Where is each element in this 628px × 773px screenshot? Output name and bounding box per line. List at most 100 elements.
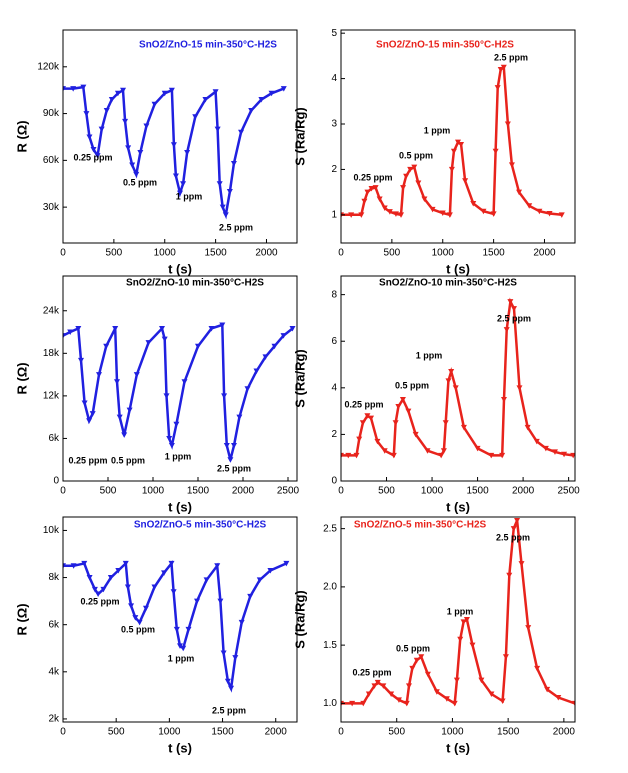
axes-frame <box>62 275 298 482</box>
data-marker <box>438 452 445 459</box>
data-marker <box>89 411 96 417</box>
data-marker <box>262 354 269 360</box>
panel: 0 500 1000 1500 2000 1 2 3 4 5 t (s) S (Ra/Rg) SnO2/… <box>292 28 576 276</box>
x-tick-label: 2000 <box>533 248 556 259</box>
data-marker <box>247 593 254 600</box>
plot-area <box>63 322 296 463</box>
data-marker <box>67 329 74 336</box>
data-marker <box>345 452 352 459</box>
data-marker <box>216 181 223 187</box>
y-tick-label: 1.0 <box>323 698 337 709</box>
annotation: 1 ppm <box>165 451 192 461</box>
y-tick-label: 2k <box>48 714 60 725</box>
data-marker <box>161 570 168 576</box>
annotation: 2.5 ppm <box>496 532 530 542</box>
data-marker <box>433 689 440 695</box>
data-marker <box>203 577 210 583</box>
data-marker <box>283 560 290 567</box>
data-line <box>63 85 285 220</box>
data-marker <box>96 372 102 378</box>
data-marker <box>238 129 245 136</box>
y-tick-label: 6k <box>48 433 60 444</box>
data-marker <box>103 343 110 350</box>
data-marker <box>374 679 381 686</box>
x-tick-label: 0 <box>338 486 344 497</box>
panel: 0 500 1000 1500 2000 2k 4k 6k 8k 10k t (s) R (Ω) SnO… <box>14 516 298 755</box>
data-marker <box>212 89 219 95</box>
y-tick-label: 18k <box>43 348 60 359</box>
x-axis-label: t (s) <box>168 499 192 514</box>
data-marker <box>214 126 221 133</box>
data-marker <box>248 107 255 114</box>
data-marker <box>341 452 344 459</box>
data-marker <box>75 325 82 332</box>
data-marker <box>236 414 243 421</box>
y-axis-label: R (Ω) <box>14 120 29 152</box>
chart-title: SnO2/ZnO-10 min-350°C-H2S <box>126 278 264 289</box>
data-marker <box>460 424 467 431</box>
x-tick-label: 1500 <box>482 248 505 259</box>
data-marker <box>448 166 455 173</box>
data-marker <box>368 186 375 192</box>
data-marker <box>202 97 209 103</box>
y-tick-label: 24k <box>43 305 60 316</box>
data-marker <box>399 396 406 403</box>
data-marker <box>341 700 344 707</box>
data-marker <box>98 126 105 133</box>
plot-area <box>341 64 565 218</box>
y-tick-label: 12k <box>43 391 60 402</box>
x-axis-label: t (s) <box>446 499 470 514</box>
data-marker <box>412 431 419 438</box>
annotation: 2.5 ppm <box>212 705 246 715</box>
x-tick-label: 1000 <box>432 248 455 259</box>
data-marker <box>429 206 436 213</box>
data-marker <box>224 678 231 685</box>
data-marker <box>405 408 412 415</box>
data-marker <box>151 101 158 108</box>
annotation: 2.5 ppm <box>497 313 531 323</box>
data-marker <box>458 141 465 148</box>
data-marker <box>405 683 412 689</box>
data-line <box>341 64 562 217</box>
data-marker <box>125 145 132 151</box>
data-marker <box>392 420 399 426</box>
data-marker <box>490 211 497 217</box>
data-marker <box>168 87 175 94</box>
data-marker <box>544 686 551 693</box>
data-marker <box>488 452 495 459</box>
data-marker <box>460 619 467 625</box>
data-marker <box>371 683 378 689</box>
y-tick-label: 6k <box>48 619 60 630</box>
data-marker <box>403 173 410 180</box>
y-tick-label: 4k <box>48 666 60 677</box>
y-tick-label: 30k <box>43 202 60 213</box>
data-marker <box>361 198 368 205</box>
data-marker <box>126 407 133 414</box>
data-marker <box>358 212 365 218</box>
x-tick-label: 1500 <box>497 727 520 738</box>
data-marker <box>474 445 481 452</box>
data-marker <box>271 343 278 350</box>
axes-frame <box>340 275 576 482</box>
y-tick-label: 1 <box>331 209 337 220</box>
x-tick-label: 0 <box>338 727 344 738</box>
data-marker <box>470 200 477 207</box>
data-marker <box>185 626 192 633</box>
data-marker <box>172 173 179 179</box>
data-marker <box>462 178 469 184</box>
data-marker <box>81 560 88 567</box>
annotation: 2.5 ppm <box>494 52 528 62</box>
data-marker <box>503 327 510 333</box>
panel: 0 500 1000 1500 2000 2500 0 6k 12k 18k 24k t (s) R (… <box>14 275 300 514</box>
data-marker <box>151 584 158 590</box>
y-tick-label: 8 <box>331 289 337 300</box>
data-marker <box>526 203 533 209</box>
data-marker <box>219 322 226 328</box>
annotation: 0.25 ppm <box>68 455 107 465</box>
data-marker <box>195 343 201 350</box>
data-marker <box>500 64 507 71</box>
data-marker <box>407 166 414 173</box>
y-tick-label: 3 <box>331 119 337 130</box>
data-marker <box>508 162 515 168</box>
